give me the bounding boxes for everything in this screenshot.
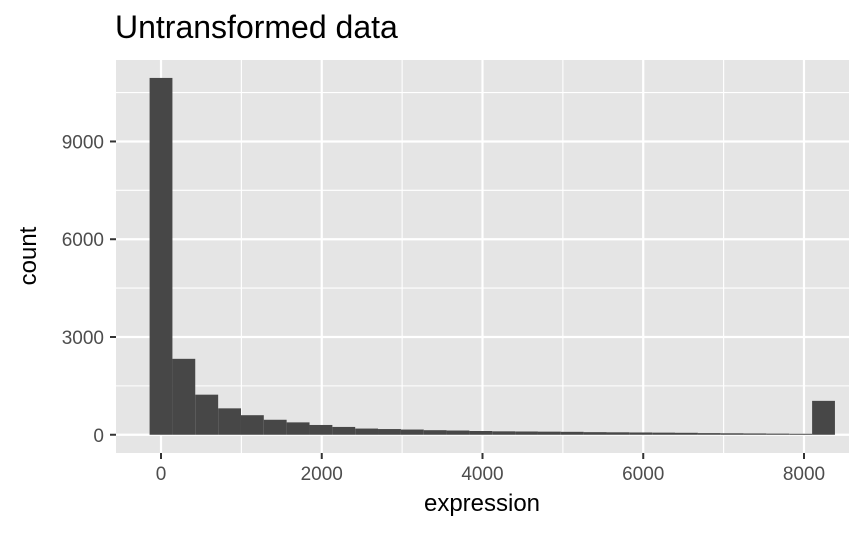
histogram-bar [743,433,767,435]
histogram-bar [537,431,561,435]
histogram-bar [195,394,219,435]
histogram-bar [629,432,653,435]
y-tick-label: 9000 [62,132,104,153]
histogram-bar [378,429,401,435]
y-axis-title: count [15,226,42,285]
histogram-bar [652,432,675,435]
histogram-bar [697,433,721,435]
histogram-bar [286,422,310,435]
y-tick-label: 6000 [62,230,104,251]
histogram-bar [674,432,698,435]
histogram-bar [400,429,424,435]
x-tick-label: 2000 [301,464,343,485]
histogram-bar [469,431,493,435]
x-tick-label: 6000 [622,464,664,485]
x-tick-label: 4000 [461,464,503,485]
histogram-bar [423,430,447,435]
histogram-bar [149,77,173,435]
histogram-bar [263,419,287,435]
x-tick-label: 0 [156,464,167,485]
x-axis: 0 2000 4000 6000 8000 [156,453,825,485]
histogram-bar [172,358,196,435]
x-tick-label: 8000 [783,464,825,485]
histogram-bar [720,433,744,435]
histogram-bar [332,426,356,435]
y-tick-label: 0 [93,426,104,447]
histogram-bar [492,431,516,435]
chart-title: Untransformed data [115,9,398,45]
histogram-bar [606,432,630,435]
histogram-bar [515,431,538,435]
histogram-bar [812,400,835,435]
histogram-bar [789,433,813,435]
histogram-bar [240,415,264,435]
y-tick-label: 3000 [62,328,104,349]
histogram-bars [149,77,835,435]
histogram-bar [355,428,379,435]
histogram-bar [583,432,607,435]
x-axis-title: expression [424,490,540,517]
histogram-bar [766,433,790,435]
histogram-bar [309,424,333,435]
histogram-bar [560,431,584,435]
histogram-bar [446,430,470,435]
y-axis: 0 3000 6000 9000 [62,132,116,447]
histogram-bar [218,408,241,435]
